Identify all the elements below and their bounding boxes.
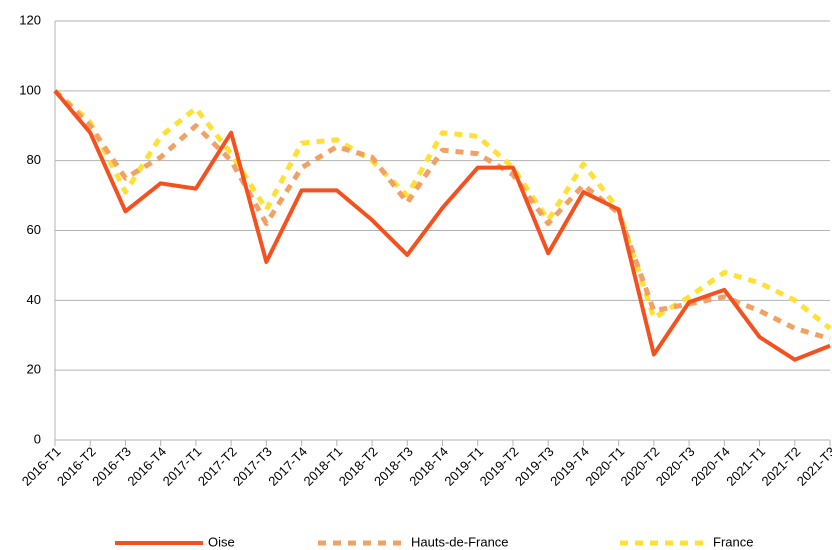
legend-label: Oise: [208, 534, 235, 549]
y-tick-label: 60: [27, 222, 41, 237]
y-tick-label: 20: [27, 362, 41, 377]
series-line: [53, 89, 831, 342]
legend-label: Hauts-de-France: [411, 534, 509, 549]
y-tick-label: 40: [27, 292, 41, 307]
y-tick-label: 100: [19, 82, 41, 97]
series-line: [53, 89, 831, 362]
y-tick-label: 80: [27, 152, 41, 167]
series-line: [53, 88, 832, 331]
legend-label: France: [713, 534, 753, 549]
y-tick-label: 0: [34, 431, 41, 446]
y-tick-label: 120: [19, 12, 41, 27]
